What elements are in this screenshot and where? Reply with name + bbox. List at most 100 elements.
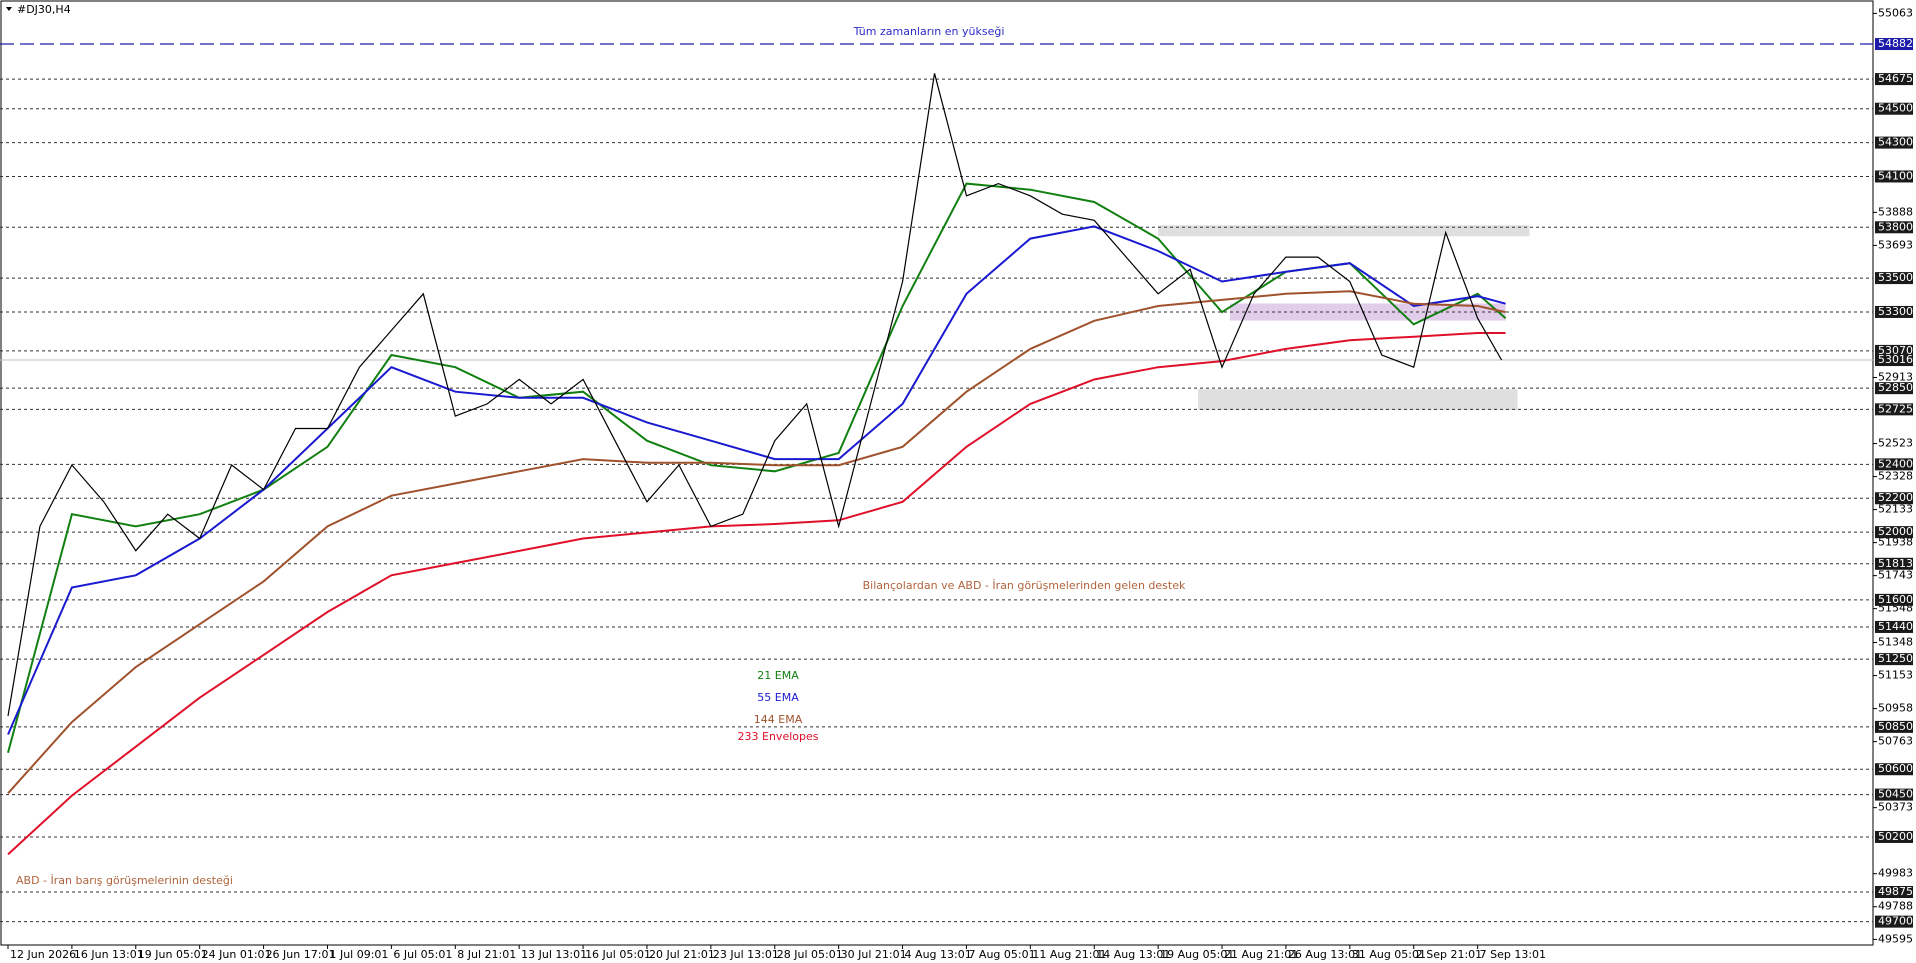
y-tick-label: 52913 (1878, 370, 1913, 383)
level-label: 51250 (1878, 652, 1913, 665)
level-label-bg (1875, 720, 1913, 733)
level-label-bg (1875, 788, 1913, 801)
level-label-bg (1875, 492, 1913, 505)
x-tick-label: 30 Jul 21:01 (841, 948, 907, 961)
level-label-bg (1875, 272, 1913, 285)
legend-entry: 55 EMA (757, 691, 799, 704)
level-label-bg (1875, 458, 1913, 471)
x-tick-label: 4 Aug 13:01 (905, 948, 972, 961)
zone (1158, 225, 1530, 237)
zone (1230, 303, 1506, 321)
x-tick-label: 24 Jun 01:01 (202, 948, 272, 961)
level-label-bg (1875, 653, 1913, 666)
price-line (7, 73, 1503, 717)
x-tick-label: 11 Aug 21:01 (1032, 948, 1106, 961)
level-label: 52850 (1878, 381, 1913, 394)
level-label: 54500 (1878, 102, 1913, 115)
chart-title: #DJ30,H4 (17, 3, 71, 16)
level-label-bg (1875, 382, 1913, 395)
y-tick-label: 49595 (1878, 932, 1913, 945)
x-tick-label: 20 Jul 21:01 (649, 948, 715, 961)
y-tick-label: 52523 (1878, 437, 1913, 450)
level-label-bg (1875, 305, 1913, 318)
level-label: 53016 (1878, 353, 1913, 366)
level-label: 49700 (1878, 915, 1913, 928)
y-tick-label: 51153 (1878, 669, 1913, 682)
zone (1198, 389, 1518, 411)
level-label: 54100 (1878, 169, 1913, 182)
level-label: 52400 (1878, 457, 1913, 470)
level-label: 51440 (1878, 620, 1913, 633)
x-tick-label: 19 Aug 05:01 (1160, 948, 1234, 961)
annotation: Bilançolardan ve ABD - İran görüşmelerin… (863, 579, 1186, 592)
level-label: 54300 (1878, 136, 1913, 149)
x-tick-label: 12 Jun 2026 (10, 948, 76, 961)
y-tick-label: 50958 (1878, 702, 1913, 715)
level-label: 50850 (1878, 720, 1913, 733)
level-label-bg (1875, 830, 1913, 843)
y-tick-label: 51348 (1878, 636, 1913, 649)
legend-entry: 233 Envelopes (738, 730, 819, 743)
y-tick-label: 52133 (1878, 503, 1913, 516)
level-label: 50450 (1878, 788, 1913, 801)
x-tick-label: 13 Jul 13:01 (521, 948, 587, 961)
level-label: 53500 (1878, 271, 1913, 284)
level-label: 51813 (1878, 557, 1913, 570)
y-tick-label: 51938 (1878, 536, 1913, 549)
x-tick-label: 6 Jul 05:01 (393, 948, 452, 961)
x-tick-label: 16 Jun 13:01 (74, 948, 144, 961)
x-tick-label: 8 Jul 21:01 (457, 948, 516, 961)
x-tick-label: 19 Jun 05:01 (138, 948, 208, 961)
y-tick-label: 50763 (1878, 735, 1913, 748)
level-label: 53800 (1878, 220, 1913, 233)
level-label-bg (1875, 593, 1913, 606)
x-tick-label: 16 Jul 05:01 (585, 948, 651, 961)
y-tick-label: 51743 (1878, 569, 1913, 582)
x-tick-label: 23 Jul 13:01 (713, 948, 779, 961)
ema-line (7, 290, 1506, 794)
x-tick-label: 7 Aug 05:01 (968, 948, 1035, 961)
annotation: Tüm zamanların en yükseği (853, 25, 1005, 38)
legend-entry: 21 EMA (757, 669, 799, 682)
level-label-bg (1875, 38, 1913, 51)
y-tick-label: 55063 (1878, 6, 1913, 19)
level-label: 50600 (1878, 762, 1913, 775)
level-label-bg (1875, 557, 1913, 570)
level-label: 54675 (1878, 72, 1913, 85)
y-tick-label: 53693 (1878, 238, 1913, 251)
menu-arrow[interactable] (6, 7, 12, 11)
level-label-bg (1875, 885, 1913, 898)
x-tick-label: 21 Aug 21:01 (1224, 948, 1298, 961)
level-label: 52200 (1878, 491, 1913, 504)
x-tick-label: 28 Jul 05:01 (777, 948, 843, 961)
level-label-bg (1875, 763, 1913, 776)
level-label: 52725 (1878, 402, 1913, 415)
x-tick-label: 26 Aug 13:01 (1288, 948, 1362, 961)
y-tick-label: 52328 (1878, 470, 1913, 483)
level-label-bg (1875, 102, 1913, 115)
level-label-bg (1875, 344, 1913, 357)
level-label: 51600 (1878, 593, 1913, 606)
level-label-bg (1875, 73, 1913, 86)
level-label-bg (1875, 170, 1913, 183)
level-label: 53300 (1878, 305, 1913, 318)
level-label-bg (1875, 354, 1913, 367)
x-tick-label: 2 Sep 21:01 (1416, 948, 1482, 961)
level-label: 50200 (1878, 830, 1913, 843)
legend-entry: 144 EMA (754, 713, 803, 726)
level-label-bg (1875, 221, 1913, 234)
annotation: ABD - İran barış görüşmelerinin desteği (16, 874, 233, 887)
x-tick-label: 1 Jul 09:01 (329, 948, 388, 961)
level-label: 52000 (1878, 525, 1913, 538)
x-tick-label: 31 Aug 05:01 (1352, 948, 1426, 961)
level-label: 53070 (1878, 344, 1913, 357)
x-tick-label: 26 Jun 17:01 (266, 948, 336, 961)
x-tick-label: 14 Aug 13:01 (1096, 948, 1170, 961)
level-label-bg (1875, 915, 1913, 928)
level-label: 49875 (1878, 885, 1913, 898)
level-label: 54882 (1878, 37, 1913, 50)
y-tick-label: 53888 (1878, 205, 1913, 218)
level-label-bg (1875, 403, 1913, 416)
y-tick-label: 50373 (1878, 801, 1913, 814)
